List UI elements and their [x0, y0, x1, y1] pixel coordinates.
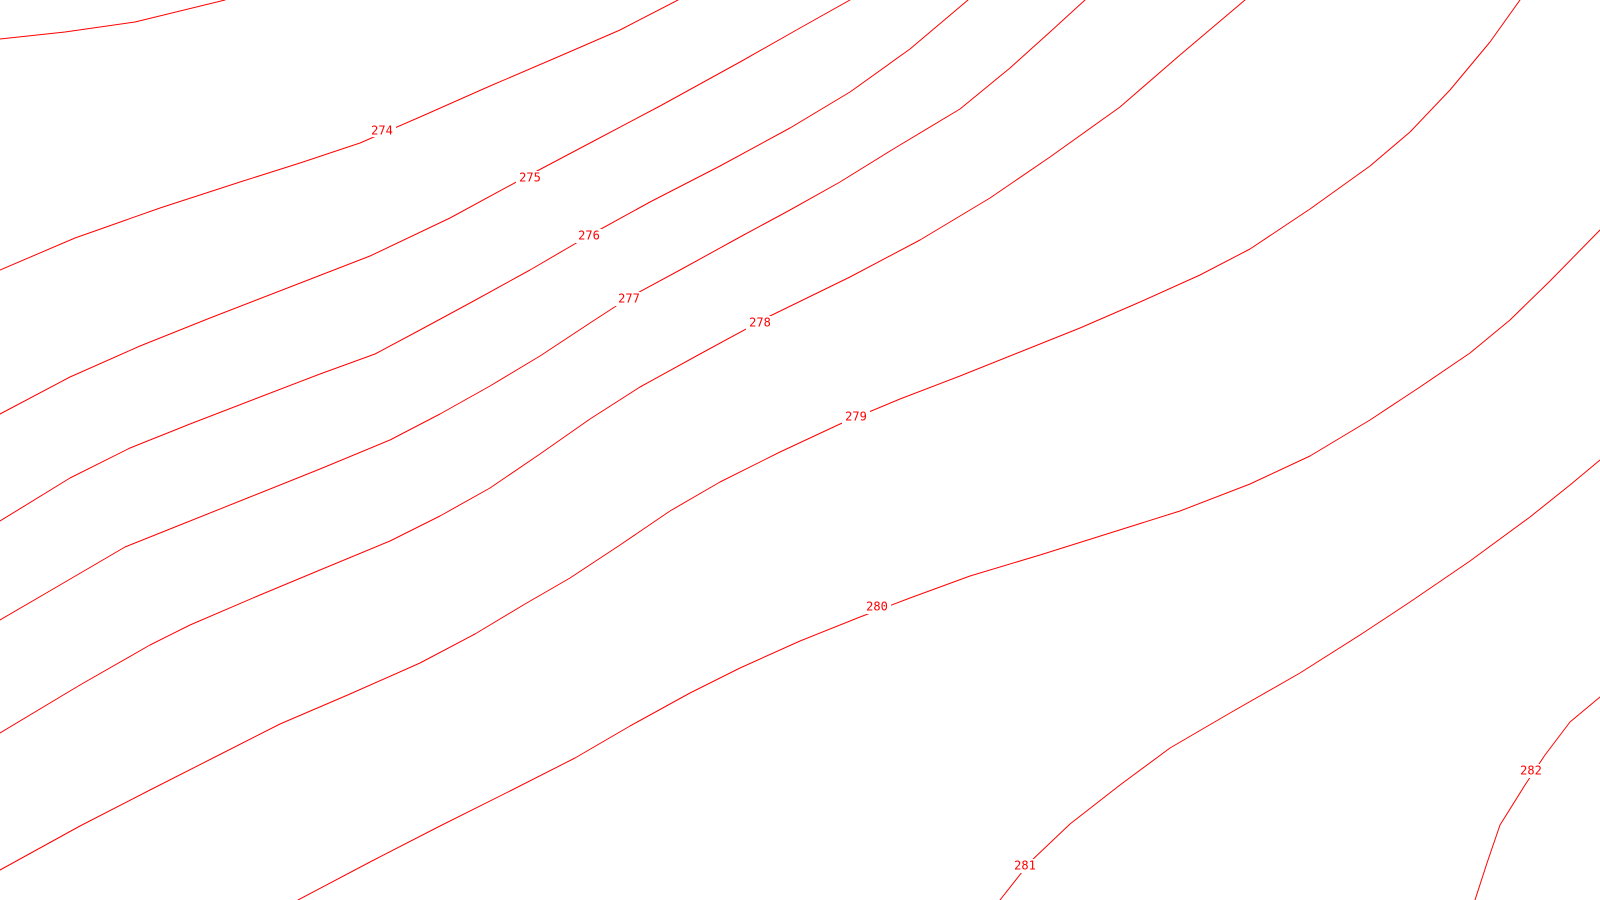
contour-line-280: [297, 229, 1600, 900]
contour-label-279: 279: [845, 410, 867, 424]
label-mask-280: [863, 600, 891, 614]
label-mask-275: [516, 171, 544, 185]
label-mask-277: [615, 292, 643, 306]
contour-line-274: [0, 0, 679, 271]
label-mask-281: [1011, 859, 1039, 873]
label-mask-282: [1517, 764, 1545, 778]
contour-label-280: 280: [866, 600, 888, 614]
contour-labels: 274 275 276 277 278 279 280 281 282: [371, 124, 1542, 873]
contour-line-277: [0, 0, 1086, 621]
contour-label-275: 275: [519, 171, 541, 185]
contour-label-282: 282: [1520, 764, 1542, 778]
label-mask-274: [368, 123, 396, 137]
contour-line-281: [999, 459, 1600, 900]
contour-label-masks: [368, 123, 1545, 873]
contour-line-279: [0, 0, 1521, 871]
contour-label-277: 277: [618, 292, 640, 306]
contour-line-282: [1474, 696, 1600, 900]
contour-label-281: 281: [1014, 859, 1036, 873]
contour-label-274: 274: [371, 124, 393, 138]
contour-line-275: [0, 0, 851, 415]
contour-label-276: 276: [578, 229, 600, 243]
contour-line-273: [0, 0, 226, 40]
contour-label-278: 278: [749, 316, 771, 330]
label-mask-276: [575, 229, 603, 243]
label-mask-278: [746, 316, 774, 330]
contour-line-278: [0, 0, 1246, 734]
contour-line-276: [0, 0, 969, 522]
label-mask-279: [842, 410, 870, 424]
